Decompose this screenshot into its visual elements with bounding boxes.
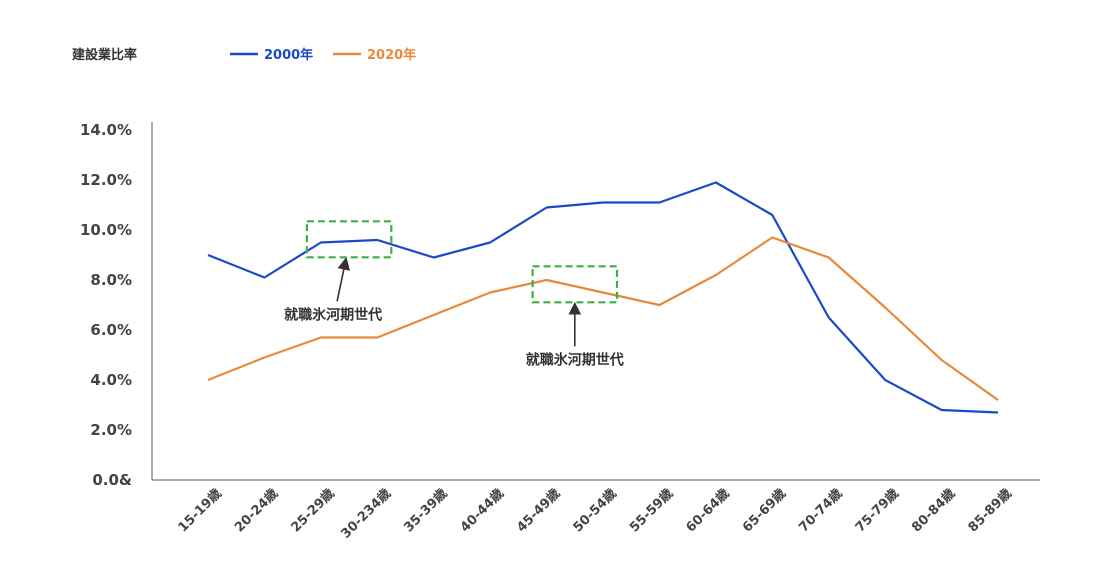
series-line-2020 [207, 236, 999, 401]
annotation-box [531, 265, 619, 304]
x-tick-label: 15-19歳 [175, 486, 225, 536]
x-tick-label: 75-79歳 [852, 486, 902, 536]
y-tick-label: 6.0% [90, 321, 132, 339]
y-axis-title: 建設業比率 [72, 47, 137, 63]
x-tick-label: 70-74歳 [796, 486, 846, 536]
legend-label-2020: 2020年 [367, 47, 416, 63]
series-line-2000 [207, 181, 999, 414]
annotation-label: 就職氷河期世代 [284, 306, 382, 323]
x-tick-label: 30-234歳 [338, 486, 394, 542]
y-tick-label: 10.0% [80, 221, 132, 239]
x-tick-label: 35-39歳 [401, 486, 451, 536]
x-tick-label: 55-59歳 [626, 486, 676, 536]
y-tick-label: 2.0% [90, 421, 132, 439]
y-tick-labels: 0.0&2.0% 4.0% 6.0% 8.0% 10.0% 12.0% 14.0% [80, 121, 132, 489]
x-tick-label: 20-24歳 [231, 486, 281, 536]
x-tick-label: 25-29歳 [288, 486, 338, 536]
x-tick-label: 50-54歳 [570, 486, 620, 536]
x-tick-label: 45-49歳 [514, 486, 564, 536]
y-tick-label: 4.0% [90, 371, 132, 389]
x-tick-label: 65-69歳 [739, 486, 789, 536]
x-tick-label: 40-44歳 [457, 486, 507, 536]
y-tick-label: 0.0& [92, 471, 132, 489]
annotation-label: 就職氷河期世代 [526, 351, 624, 368]
x-tick-labels: 15-19歳 20-24歳 25-29歳 30-234歳 35-39歳 40-44歳 45-… [175, 486, 1015, 542]
x-tick-label: 85-89歳 [965, 486, 1015, 536]
x-tick-label: 60-64歳 [683, 486, 733, 536]
legend: 2000年 2020年 [230, 47, 416, 63]
annotation-arrow [336, 257, 351, 302]
annotation-box [305, 220, 393, 259]
y-tick-label: 14.0% [80, 121, 132, 139]
y-tick-label: 12.0% [80, 171, 132, 189]
y-tick-label: 8.0% [90, 271, 132, 289]
series-lines [207, 181, 999, 414]
x-tick-label: 80-84歳 [909, 486, 959, 536]
legend-label-2000: 2000年 [264, 47, 313, 63]
